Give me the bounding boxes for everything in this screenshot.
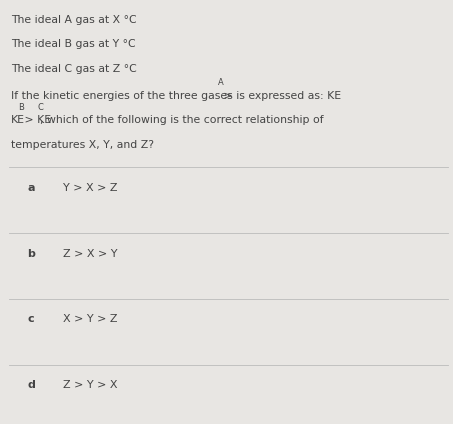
Text: > KE: > KE	[20, 115, 51, 126]
Text: X > Y > Z: X > Y > Z	[63, 314, 118, 324]
Text: b: b	[27, 248, 35, 259]
Text: Y > X > Z: Y > X > Z	[63, 183, 118, 193]
Text: temperatures X, Y, and Z?: temperatures X, Y, and Z?	[11, 140, 154, 150]
Text: , which of the following is the correct relationship of: , which of the following is the correct …	[40, 115, 323, 126]
Text: B: B	[18, 103, 24, 112]
Text: A: A	[218, 78, 223, 87]
Text: KE: KE	[11, 115, 25, 126]
Text: Z > X > Y: Z > X > Y	[63, 248, 118, 259]
Text: The ideal B gas at Y °C: The ideal B gas at Y °C	[11, 39, 136, 50]
Text: >: >	[220, 91, 233, 101]
Text: The ideal A gas at X °C: The ideal A gas at X °C	[11, 15, 137, 25]
Text: c: c	[27, 314, 34, 324]
Text: a: a	[27, 183, 35, 193]
Text: d: d	[27, 380, 35, 390]
Text: Z > Y > X: Z > Y > X	[63, 380, 118, 390]
Text: If the kinetic energies of the three gases is expressed as: KE: If the kinetic energies of the three gas…	[11, 91, 342, 101]
Text: C: C	[37, 103, 43, 112]
Text: The ideal C gas at Z °C: The ideal C gas at Z °C	[11, 64, 137, 74]
